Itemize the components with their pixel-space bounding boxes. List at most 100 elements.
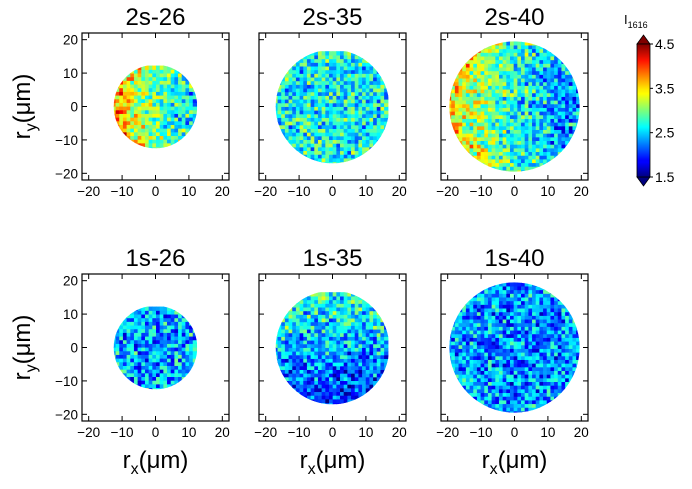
heat-cell (358, 306, 363, 312)
heat-cell (115, 128, 120, 133)
x-tick-label: 20 (215, 184, 230, 199)
heat-cell (185, 369, 190, 374)
heat-cell (288, 146, 293, 152)
heat-cell (328, 117, 334, 122)
heat-cell (473, 296, 478, 302)
heat-cell (284, 80, 290, 85)
heat-cell (458, 355, 463, 360)
heat-cell (115, 361, 120, 366)
heat-cell (458, 329, 463, 335)
heat-cell (299, 314, 304, 319)
heat-cell (284, 306, 290, 312)
heat-cell (144, 109, 150, 114)
heat-cell (568, 133, 574, 138)
heat-cell (295, 73, 301, 78)
heat-cell (148, 339, 153, 344)
heat-cell (288, 84, 293, 89)
heat-cell (336, 347, 341, 352)
heat-cell (465, 92, 471, 97)
heat-cell (115, 346, 120, 352)
heat-cell (484, 55, 489, 61)
heat-cell (192, 102, 198, 107)
heat-cell (328, 161, 334, 164)
heat-cell (119, 321, 124, 326)
heat-cell (380, 132, 385, 137)
heat-cell (524, 374, 529, 379)
heat-cell (462, 355, 467, 360)
heat-cell (170, 87, 175, 92)
heat-cell (480, 348, 485, 353)
x-axis-label: rx(μm) (482, 447, 548, 478)
heat-cell (354, 380, 359, 385)
heat-cell (328, 295, 334, 301)
heat-cell (343, 292, 348, 297)
heat-cell (473, 337, 478, 342)
heat-cell (465, 81, 471, 86)
heat-cell (181, 128, 187, 133)
heat-cell (506, 59, 511, 64)
heat-cell (174, 335, 179, 341)
heat-cell (144, 146, 150, 149)
heat-cell (476, 352, 482, 357)
heat-cell (521, 96, 526, 101)
heat-cell (487, 304, 493, 309)
heat-cell (528, 344, 533, 349)
heat-cell (299, 110, 304, 115)
heat-cell (535, 81, 540, 86)
heat-cell (491, 359, 496, 364)
heat-cell (306, 336, 312, 341)
x-tick-label: −10 (288, 184, 311, 199)
heat-cell (502, 162, 507, 167)
heat-cell (351, 110, 356, 115)
heat-cell (369, 369, 374, 374)
heat-cell (521, 388, 526, 394)
heat-cell (502, 114, 507, 119)
heat-cell (521, 348, 526, 353)
heat-cell (458, 374, 463, 379)
heat-cell (163, 335, 168, 341)
heat-cell (473, 158, 478, 164)
heat-cell (362, 80, 367, 85)
heat-cell (521, 392, 526, 397)
heat-cell (491, 74, 496, 79)
heat-cell (163, 358, 168, 363)
heat-cell (328, 369, 334, 374)
heat-cell (189, 87, 194, 92)
heat-cell (521, 158, 526, 164)
heat-cell (473, 59, 478, 64)
heat-cell (532, 318, 537, 324)
heat-cell (469, 136, 474, 142)
heat-cell (539, 155, 544, 160)
heat-cell (524, 111, 529, 116)
heat-cell (284, 143, 290, 148)
heat-cell (476, 340, 482, 346)
heat-cell (174, 102, 179, 107)
heat-cell (465, 107, 471, 112)
heat-cell (275, 98, 279, 104)
heat-cell (303, 391, 308, 396)
heat-cell (384, 336, 389, 341)
heat-cell (554, 359, 559, 364)
heat-cell (354, 154, 359, 159)
heat-cell (528, 77, 533, 83)
heat-cell (365, 132, 371, 137)
heat-cell (321, 121, 326, 126)
heat-cell (332, 358, 337, 363)
heat-cell (181, 131, 187, 136)
heat-cell (133, 98, 139, 103)
heat-cell (310, 365, 315, 370)
heat-cell (295, 303, 301, 308)
heat-cell (369, 339, 374, 345)
heat-cell (325, 384, 330, 389)
heat-cell (314, 336, 319, 341)
heat-cell (465, 333, 471, 338)
heat-cell (462, 311, 467, 316)
heat-cell (476, 74, 482, 79)
heat-cell (491, 333, 496, 338)
heat-cell (451, 337, 456, 342)
heat-cell (310, 98, 315, 104)
heat-cell (354, 106, 359, 111)
heat-cell (469, 370, 474, 375)
heat-cell (310, 343, 315, 348)
heat-cell (310, 321, 315, 326)
